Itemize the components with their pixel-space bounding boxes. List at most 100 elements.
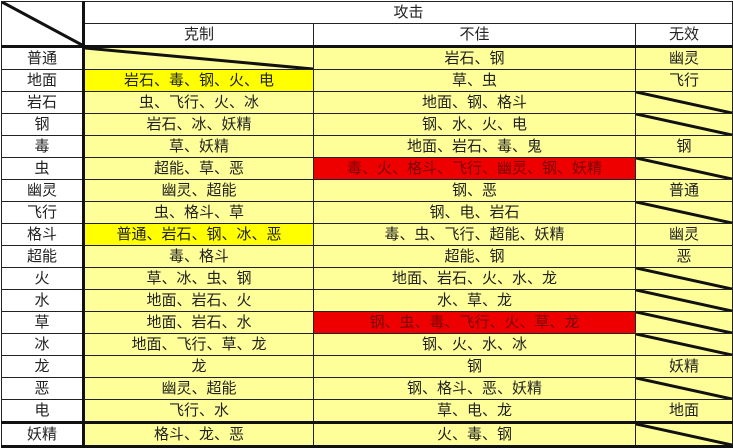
weak-cell: 毒、火、格斗、飞行、幽灵、钢、妖精	[313, 157, 636, 180]
diagonal-slash	[85, 48, 313, 69]
header-row-1: 攻击	[1, 1, 733, 48]
table-row: 超能 毒、格斗 超能、钢恶	[1, 245, 733, 268]
type-label: 水	[1, 289, 84, 312]
type-label: 妖精	[1, 422, 84, 448]
type-label: 电	[1, 399, 84, 424]
strong-cell: 草、冰、虫、钢	[82, 267, 314, 290]
weak-cell: 钢	[313, 355, 636, 378]
none-cell: 妖精	[635, 355, 733, 378]
strong-header: 克制	[82, 23, 314, 48]
strong-cell: 地面、岩石、水	[82, 311, 314, 334]
none-cell	[635, 267, 733, 290]
table-row: 冰地面、飞行、草、龙 钢、火、水、冰	[1, 333, 733, 356]
diagonal-slash	[636, 334, 732, 355]
type-label: 草	[1, 311, 84, 334]
none-cell: 幽灵	[635, 223, 733, 246]
strong-cell: 龙	[82, 355, 314, 378]
table-row: 钢岩石、冰、妖精 钢、水、火、电	[1, 113, 733, 136]
diagonal-slash	[636, 378, 732, 399]
none-cell	[635, 201, 733, 224]
weak-cell: 钢、格斗、恶、妖精	[313, 377, 636, 400]
type-label: 岩石	[1, 91, 84, 114]
strong-cell: 虫、飞行、火、冰	[82, 91, 314, 114]
type-label: 普通	[1, 46, 84, 70]
strong-cell: 毒、格斗	[82, 245, 314, 268]
table-row: 水地面、岩石、火 水、草、龙	[1, 289, 733, 312]
diagonal-slash	[636, 268, 732, 289]
strong-cell: 地面、飞行、草、龙	[82, 333, 314, 356]
diagonal-slash	[636, 424, 732, 445]
strong-cell: 格斗、龙、恶	[82, 422, 314, 448]
corner-cell	[1, 1, 84, 48]
table-row: 妖精 格斗、龙、恶 火、毒、钢	[1, 422, 733, 448]
weak-cell: 钢、电、岩石	[313, 201, 636, 224]
diagonal-slash	[636, 312, 732, 333]
none-header: 无效	[635, 23, 733, 48]
type-label: 钢	[1, 113, 84, 136]
header-row-2: 克制 不佳 无效	[2, 23, 733, 48]
type-label: 虫	[1, 157, 84, 180]
table-row: 幽灵 幽灵、超能 钢、恶 普通	[1, 179, 733, 202]
table-row: 地面 岩石、毒、钢、火、电 草、虫 飞行	[1, 69, 733, 92]
table-row: 岩石 虫、飞行、火、冰 地面、钢、格斗	[1, 91, 733, 114]
strong-cell	[82, 46, 314, 70]
none-cell	[635, 377, 733, 400]
weak-header: 不佳	[313, 23, 636, 48]
table-row: 龙龙钢妖精	[1, 355, 733, 378]
strong-cell: 幽灵、超能	[82, 179, 314, 202]
none-cell: 地面	[635, 399, 733, 424]
strong-cell: 普通、岩石、钢、冰、恶	[82, 223, 314, 246]
type-label: 格斗	[1, 223, 84, 246]
none-cell	[635, 113, 733, 136]
weak-cell: 毒、虫、飞行、超能、妖精	[313, 223, 636, 246]
weak-cell: 水、草、龙	[313, 289, 636, 312]
none-cell	[635, 157, 733, 180]
diagonal-slash	[2, 2, 82, 45]
strong-cell: 岩石、冰、妖精	[82, 113, 314, 136]
weak-cell: 火、毒、钢	[313, 422, 636, 448]
type-label: 毒	[1, 135, 84, 158]
strong-cell: 超能、草、恶	[82, 157, 314, 180]
none-cell	[635, 311, 733, 334]
weak-cell: 超能、钢	[313, 245, 636, 268]
weak-cell: 岩石、钢	[313, 46, 636, 70]
strong-cell: 虫、格斗、草	[82, 201, 314, 224]
table-row: 草地面、岩石、水 钢、虫、毒、飞行、火、草、龙	[1, 311, 733, 334]
type-label: 超能	[1, 245, 84, 268]
diagonal-slash	[636, 202, 732, 223]
type-label: 冰	[1, 333, 84, 356]
weak-cell: 草、虫	[313, 69, 636, 92]
none-cell: 幽灵	[635, 46, 733, 70]
weak-cell: 地面、岩石、毒、鬼	[313, 135, 636, 158]
diagonal-slash	[636, 290, 732, 311]
diagonal-slash	[636, 158, 732, 179]
type-label: 飞行	[1, 201, 84, 224]
type-label: 龙	[1, 355, 84, 378]
weak-cell: 地面、岩石、火、水、龙	[313, 267, 636, 290]
table-row: 火草、冰、虫、钢 地面、岩石、火、水、龙	[1, 267, 733, 290]
type-label: 恶	[1, 377, 84, 400]
none-cell	[635, 333, 733, 356]
table-row: 毒草、妖精 地面、岩石、毒、鬼钢	[1, 135, 733, 158]
none-cell: 恶	[635, 245, 733, 268]
none-cell	[635, 422, 733, 448]
attack-header: 攻击	[82, 1, 733, 24]
table-row: 格斗 普通、岩石、钢、冰、恶 毒、虫、飞行、超能、妖精 幽灵	[1, 223, 733, 246]
table-row: 普通 岩石、钢 幽灵	[1, 46, 733, 70]
weak-cell: 钢、恶	[313, 179, 636, 202]
strong-cell: 草、妖精	[82, 135, 314, 158]
none-cell: 飞行	[635, 69, 733, 92]
diagonal-slash	[636, 114, 732, 135]
strong-cell: 岩石、毒、钢、火、电	[82, 69, 314, 92]
none-cell	[635, 289, 733, 312]
type-label: 幽灵	[1, 179, 84, 202]
weak-cell: 钢、虫、毒、飞行、火、草、龙	[313, 311, 636, 334]
type-label: 地面	[1, 69, 84, 92]
strong-cell: 地面、岩石、火	[82, 289, 314, 312]
type-label: 火	[1, 267, 84, 290]
diagonal-slash	[636, 92, 732, 113]
weak-cell: 草、电、龙	[313, 399, 636, 424]
table-row: 飞行 虫、格斗、草 钢、电、岩石	[1, 201, 733, 224]
none-cell: 普通	[635, 179, 733, 202]
